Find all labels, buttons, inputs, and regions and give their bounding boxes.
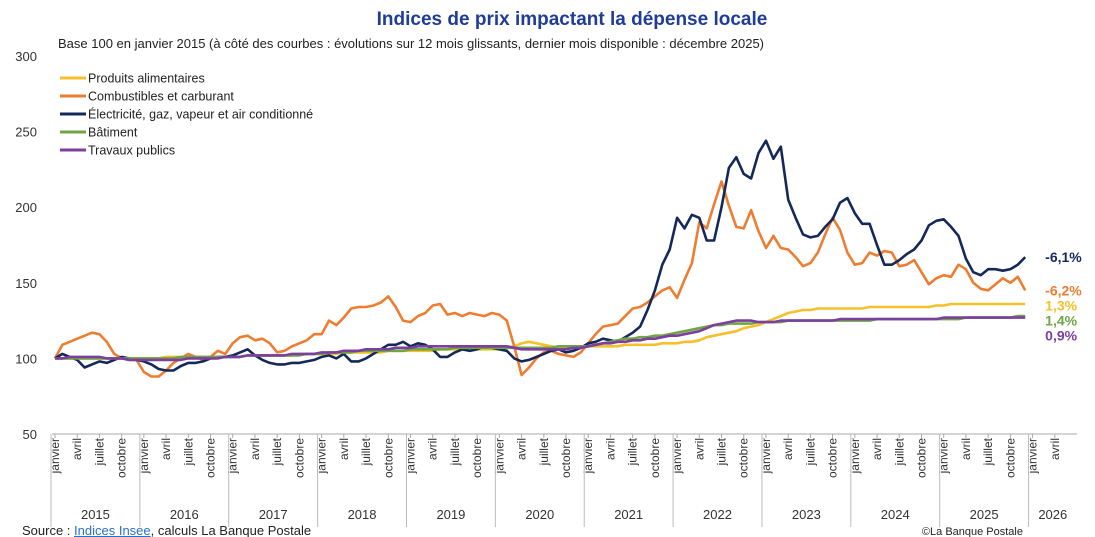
year-label: 2021 <box>614 507 643 522</box>
x-tick-label: janvier <box>315 438 329 474</box>
end-label: 1,3% <box>1045 297 1077 313</box>
x-tick-label: avril <box>959 438 973 460</box>
x-tick-label: juillet <box>981 437 995 466</box>
copyright: ©La Banque Postale <box>922 526 1023 537</box>
x-tick-label: octobre <box>292 438 306 478</box>
year-label: 2026 <box>1038 507 1067 522</box>
legend-label: Électricité, gaz, vapeur et air conditio… <box>88 107 313 122</box>
x-tick-label: octobre <box>826 438 840 478</box>
legend-label: Bâtiment <box>88 126 138 140</box>
x-tick-label: avril <box>248 438 262 460</box>
y-tick-label: 100 <box>15 351 37 366</box>
x-tick-label: juillet <box>626 437 640 466</box>
year-label: 2016 <box>170 507 199 522</box>
y-tick-label: 300 <box>15 49 37 64</box>
x-tick-label: octobre <box>914 438 928 478</box>
x-tick-label: janvier <box>403 438 417 474</box>
x-tick-label: janvier <box>937 438 951 474</box>
x-tick-label: octobre <box>204 438 218 478</box>
x-tick-label: avril <box>603 438 617 460</box>
x-tick-label: juillet <box>181 437 195 466</box>
x-tick-label: juillet <box>270 437 284 466</box>
x-tick-label: avril <box>515 438 529 460</box>
legend-label: Combustibles et carburant <box>88 90 234 104</box>
year-label: 2023 <box>792 507 821 522</box>
x-tick-label: avril <box>781 438 795 460</box>
chart-title: Indices de prix impactant la dépense loc… <box>377 9 768 30</box>
x-tick-label: juillet <box>715 437 729 466</box>
x-tick-label: janvier <box>226 438 240 474</box>
end-label: 1,4% <box>1045 312 1077 328</box>
source-suffix: , calculs La Banque Postale <box>151 523 311 537</box>
x-tick-label: avril <box>426 438 440 460</box>
x-tick-label: juillet <box>537 437 551 466</box>
series-line <box>55 316 1026 362</box>
end-label: -6,1% <box>1045 249 1082 265</box>
x-tick-label: janvier <box>848 438 862 474</box>
series-line <box>54 139 1027 372</box>
year-label: 2018 <box>348 507 377 522</box>
x-tick-label: janvier <box>670 438 684 474</box>
chart-subtitle: Base 100 en janvier 2015 (à côté des cou… <box>58 36 764 51</box>
x-tick-label: janvier <box>48 438 62 474</box>
x-tick-label: avril <box>1048 438 1062 460</box>
year-label: 2024 <box>881 507 910 522</box>
x-tick-label: juillet <box>892 437 906 466</box>
x-tick-label: octobre <box>737 438 751 478</box>
series-line <box>55 314 1026 360</box>
year-label: 2020 <box>525 507 554 522</box>
x-tick-label: octobre <box>115 438 129 478</box>
legend-label: Produits alimentaires <box>88 72 205 86</box>
x-tick-label: octobre <box>1003 438 1017 478</box>
year-label: 2017 <box>259 507 288 522</box>
x-tick-label: janvier <box>492 438 506 474</box>
y-tick-label: 50 <box>23 427 37 442</box>
y-tick-label: 250 <box>15 125 37 140</box>
x-tick-label: avril <box>70 438 84 460</box>
x-tick-label: juillet <box>448 437 462 466</box>
legend-label: Travaux publics <box>88 144 175 158</box>
x-tick-label: octobre <box>648 438 662 478</box>
source: Source : Indices Insee, calculs La Banqu… <box>22 523 311 537</box>
x-tick-label: octobre <box>470 438 484 478</box>
x-tick-label: juillet <box>803 437 817 466</box>
year-label: 2019 <box>436 507 465 522</box>
y-tick-label: 200 <box>15 200 37 215</box>
x-tick-label: avril <box>159 438 173 460</box>
source-link[interactable]: Indices Insee <box>74 523 151 537</box>
year-label: 2025 <box>970 507 999 522</box>
end-label: -6,2% <box>1045 282 1082 298</box>
x-tick-label: janvier <box>581 438 595 474</box>
x-tick-label: juillet <box>92 437 106 466</box>
x-tick-label: janvier <box>137 438 151 474</box>
year-label: 2015 <box>81 507 110 522</box>
x-tick-label: janvier <box>759 438 773 474</box>
x-tick-label: octobre <box>381 438 395 478</box>
x-tick-label: avril <box>692 438 706 460</box>
x-tick-label: janvier <box>1026 438 1040 474</box>
x-tick-label: juillet <box>359 437 373 466</box>
x-tick-label: avril <box>337 438 351 460</box>
year-label: 2022 <box>703 507 732 522</box>
source-prefix: Source : <box>22 523 74 537</box>
end-label: 0,9% <box>1045 327 1077 343</box>
x-tick-label: avril <box>870 438 884 460</box>
y-tick-label: 150 <box>15 276 37 291</box>
x-tick-label: octobre <box>559 438 573 478</box>
